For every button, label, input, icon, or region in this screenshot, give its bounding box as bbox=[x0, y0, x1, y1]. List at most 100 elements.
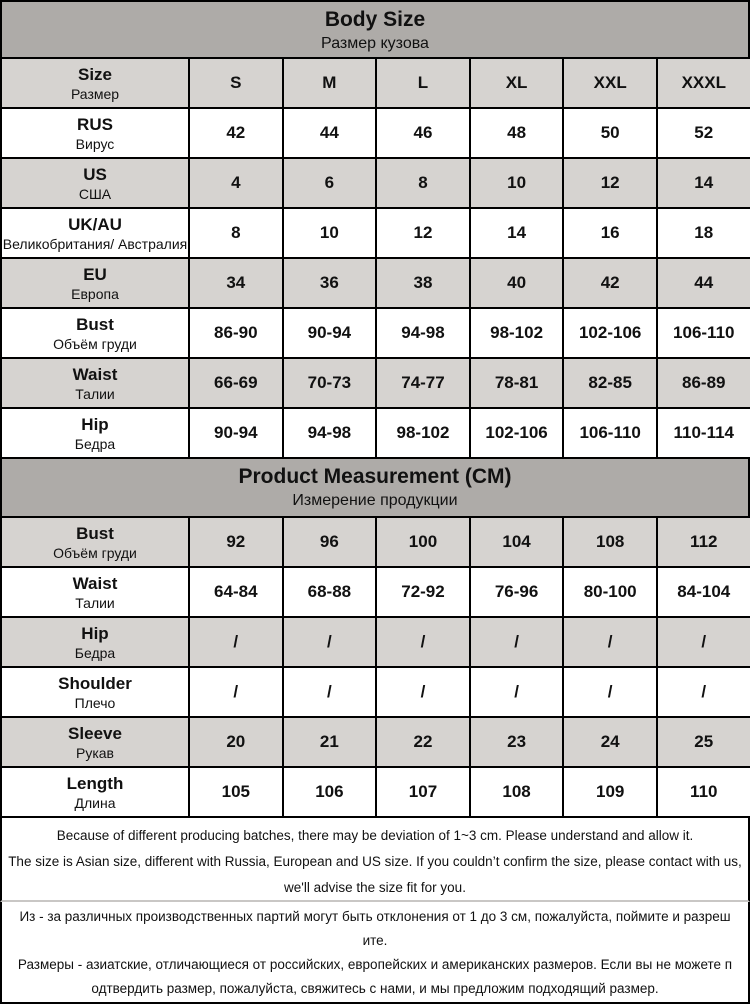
value-cell: / bbox=[188, 616, 284, 668]
value-cell: 90-94 bbox=[188, 407, 284, 459]
row-label-ru: Бедра bbox=[74, 644, 116, 661]
value-cell: / bbox=[188, 666, 284, 718]
table-row: Shoulder Плечо / / / / / / bbox=[0, 666, 750, 718]
value-cell: 110-114 bbox=[655, 407, 750, 459]
value-cell: 84-104 bbox=[655, 566, 750, 618]
value-cell: / bbox=[468, 616, 565, 668]
row-label-ru: Длина bbox=[74, 794, 116, 811]
value-cell: 42 bbox=[188, 107, 284, 159]
value-cell: 8 bbox=[375, 157, 471, 209]
value-cell: XXXL bbox=[655, 57, 750, 109]
value-cell: / bbox=[562, 666, 658, 718]
row-label-ru: Талии bbox=[75, 385, 115, 402]
value-cell: 78-81 bbox=[468, 357, 565, 409]
value-cell: 38 bbox=[375, 257, 471, 309]
row-label-en: Size bbox=[77, 64, 113, 84]
value-cell: / bbox=[281, 616, 378, 668]
value-cell: 94-98 bbox=[281, 407, 378, 459]
value-cell: 82-85 bbox=[562, 357, 658, 409]
value-cell: 70-73 bbox=[281, 357, 378, 409]
body-size-header: Body Size Размер кузова bbox=[0, 0, 750, 57]
value-cell: 108 bbox=[562, 516, 658, 568]
row-label-ru: Вирус bbox=[75, 135, 115, 152]
row-label: Bust Объём груди bbox=[0, 307, 190, 359]
row-label-ru: Великобритания/ Австралия bbox=[2, 235, 188, 252]
value-cell: 106 bbox=[281, 766, 378, 818]
value-cell: 102-106 bbox=[562, 307, 658, 359]
value-cell: S bbox=[188, 57, 284, 109]
value-cell: 86-89 bbox=[655, 357, 750, 409]
value-cell: / bbox=[375, 666, 471, 718]
table-row: Size Размер S M L XL XXL XXXL bbox=[0, 57, 750, 109]
table-row: US США 4 6 8 10 12 14 bbox=[0, 157, 750, 209]
row-label: Sleeve Рукав bbox=[0, 716, 190, 768]
row-label-en: Waist bbox=[72, 364, 118, 384]
table-row: Length Длина 105 106 107 108 109 110 bbox=[0, 766, 750, 818]
value-cell: 14 bbox=[655, 157, 750, 209]
value-cell: 20 bbox=[188, 716, 284, 768]
value-cell: 109 bbox=[562, 766, 658, 818]
row-label-en: Hip bbox=[81, 623, 109, 643]
table-row: Hip Бедра / / / / / / bbox=[0, 616, 750, 668]
value-cell: 48 bbox=[468, 107, 565, 159]
row-label: UK/AU Великобритания/ Австралия bbox=[0, 207, 190, 259]
value-cell: 10 bbox=[281, 207, 378, 259]
value-cell: L bbox=[375, 57, 471, 109]
value-cell: 8 bbox=[188, 207, 284, 259]
value-cell: 25 bbox=[655, 716, 750, 768]
value-cell: 40 bbox=[468, 257, 565, 309]
value-cell: 50 bbox=[562, 107, 658, 159]
value-cell: 4 bbox=[188, 157, 284, 209]
row-label-ru: Бедра bbox=[74, 435, 116, 452]
row-label: EU Европа bbox=[0, 257, 190, 309]
row-label-ru: Талии bbox=[75, 594, 115, 611]
table-row: RUS Вирус 42 44 46 48 50 52 bbox=[0, 107, 750, 159]
value-cell: 66-69 bbox=[188, 357, 284, 409]
value-cell: / bbox=[655, 666, 750, 718]
row-label: Waist Талии bbox=[0, 357, 190, 409]
row-label: Waist Талии bbox=[0, 566, 190, 618]
row-label-en: Length bbox=[66, 773, 124, 793]
value-cell: 12 bbox=[562, 157, 658, 209]
row-label: Bust Объём груди bbox=[0, 516, 190, 568]
table-row: Sleeve Рукав 20 21 22 23 24 25 bbox=[0, 716, 750, 768]
value-cell: 22 bbox=[375, 716, 471, 768]
value-cell: 104 bbox=[468, 516, 565, 568]
row-label-ru: Размер bbox=[70, 85, 120, 102]
table-row: Waist Талии 66-69 70-73 74-77 78-81 82-85 86-89 bbox=[0, 357, 750, 409]
value-cell: 90-94 bbox=[281, 307, 378, 359]
value-cell: 74-77 bbox=[375, 357, 471, 409]
table-row: Bust Объём груди 92 96 100 104 108 112 bbox=[0, 516, 750, 568]
value-cell: 107 bbox=[375, 766, 471, 818]
body-size-subtitle: Размер кузова bbox=[321, 35, 429, 52]
value-cell: 98-102 bbox=[468, 307, 565, 359]
row-label-en: Bust bbox=[76, 523, 114, 543]
table-row: UK/AU Великобритания/ Австралия 8 10 12 14 16 1… bbox=[0, 207, 750, 259]
value-cell: 16 bbox=[562, 207, 658, 259]
row-label-ru: Плечо bbox=[74, 694, 116, 711]
row-label-en: Bust bbox=[76, 314, 114, 334]
row-label: Shoulder Плечо bbox=[0, 666, 190, 718]
value-cell: 42 bbox=[562, 257, 658, 309]
value-cell: 64-84 bbox=[188, 566, 284, 618]
value-cell: 46 bbox=[375, 107, 471, 159]
product-measurement-title: Product Measurement (CM) bbox=[238, 465, 512, 488]
table-row: Waist Талии 64-84 68-88 72-92 76-96 80-100 84-1… bbox=[0, 566, 750, 618]
value-cell: 76-96 bbox=[468, 566, 565, 618]
row-label-ru: Рукав bbox=[76, 744, 114, 761]
row-label: Hip Бедра bbox=[0, 616, 190, 668]
row-label: Length Длина bbox=[0, 766, 190, 818]
value-cell: 52 bbox=[655, 107, 750, 159]
row-label-ru: Объём груди bbox=[53, 335, 137, 352]
row-label: Hip Бедра bbox=[0, 407, 190, 459]
table-row: EU Европа 34 36 38 40 42 44 bbox=[0, 257, 750, 309]
product-measurement-table: Bust Объём груди 92 96 100 104 108 112 Waist Тали… bbox=[0, 516, 750, 818]
value-cell: 102-106 bbox=[468, 407, 565, 459]
product-measurement-subtitle: Измерение продукции bbox=[292, 492, 458, 509]
value-cell: 6 bbox=[281, 157, 378, 209]
value-cell: / bbox=[281, 666, 378, 718]
notes-section: Because of different producing batches, … bbox=[0, 818, 750, 1004]
value-cell: 106-110 bbox=[562, 407, 658, 459]
value-cell: / bbox=[375, 616, 471, 668]
